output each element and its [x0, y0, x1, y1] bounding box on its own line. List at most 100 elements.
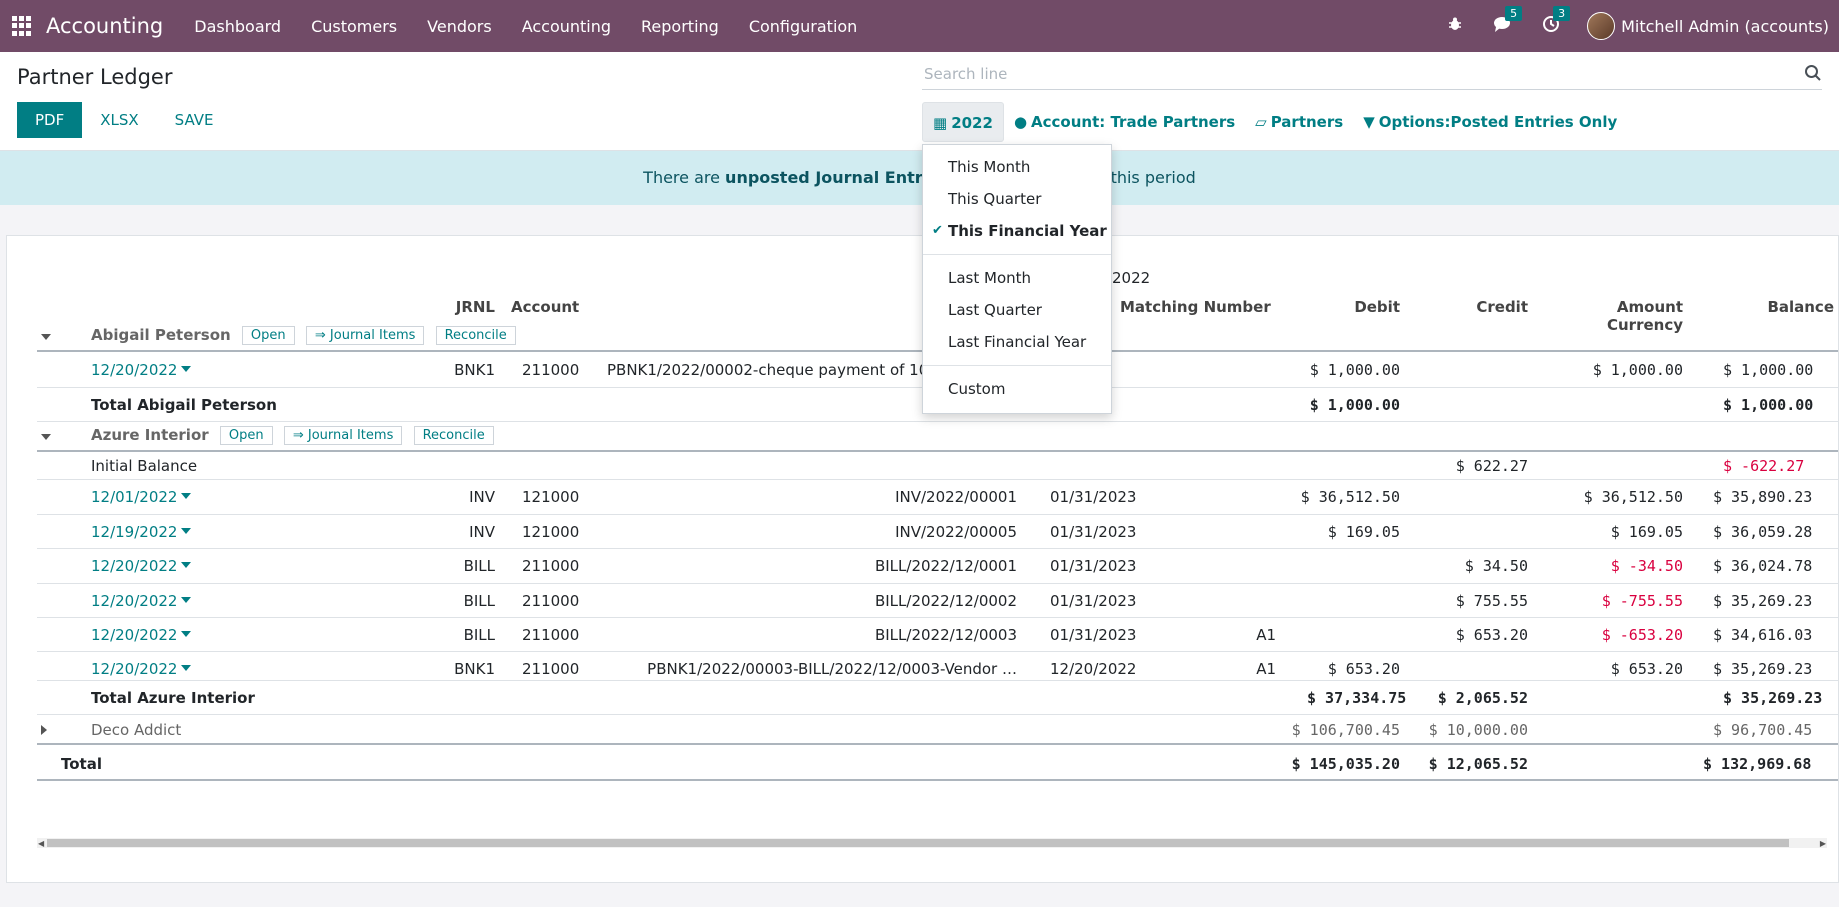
- dd-custom[interactable]: Custom: [948, 380, 1006, 398]
- partner-row-azure[interactable]: Azure Interior Open ⇒ Journal Items Reco…: [37, 422, 1838, 452]
- dd-this-month[interactable]: This Month: [948, 158, 1031, 176]
- messages-badge: 5: [1505, 5, 1523, 21]
- search-icon[interactable]: [1804, 64, 1822, 82]
- reconcile-button[interactable]: Reconcile: [413, 426, 494, 445]
- apps-grid-icon[interactable]: [12, 16, 32, 36]
- line-date[interactable]: 12/20/2022: [91, 626, 192, 644]
- table-row: 12/20/2022 BILL 211000 BILL/2022/12/0003 01/…: [37, 618, 1838, 652]
- line-date[interactable]: 12/19/2022: [91, 523, 192, 541]
- dd-this-quarter[interactable]: This Quarter: [948, 190, 1042, 208]
- date-filter-button[interactable]: ▦ 2022: [922, 102, 1004, 142]
- partner-total-row: Total Abigail Peterson $ 1,000.00 $ 1,00…: [37, 388, 1838, 422]
- dd-last-financial-year[interactable]: Last Financial Year: [948, 333, 1087, 351]
- nav-reporting[interactable]: Reporting: [641, 16, 719, 36]
- unposted-entries-link[interactable]: unposted Journal Entries: [725, 168, 949, 187]
- xlsx-button[interactable]: XLSX: [100, 111, 139, 129]
- line-date[interactable]: 12/20/2022: [91, 361, 192, 379]
- scroll-thumb[interactable]: [47, 839, 1789, 847]
- line-credit: $ 34.50: [1464, 557, 1528, 575]
- line-date[interactable]: 12/01/2022: [91, 488, 192, 506]
- line-balance: $ 34,616.03: [1713, 626, 1813, 644]
- dd-last-month[interactable]: Last Month: [948, 269, 1032, 287]
- line-account: 121000: [522, 488, 580, 506]
- partners-filter-button[interactable]: ▱ Partners: [1245, 102, 1353, 142]
- line-account: 211000: [522, 660, 580, 678]
- line-balance: $ 1,000.00: [1723, 361, 1814, 379]
- divider: [923, 254, 1111, 255]
- partner-row-deco[interactable]: Deco Addict $ 106,700.45 $ 10,000.00 $ 9…: [37, 715, 1838, 745]
- debug-bug-icon[interactable]: [1445, 16, 1465, 37]
- col-balance: Balance: [1767, 298, 1834, 316]
- save-button[interactable]: SAVE: [174, 111, 214, 129]
- line-debit: $ 1,000.00: [1309, 361, 1400, 379]
- search-input[interactable]: [922, 60, 1782, 88]
- caret-down-icon: [181, 665, 192, 671]
- user-avatar[interactable]: [1587, 12, 1616, 40]
- fold-caret-icon[interactable]: [41, 334, 51, 340]
- pdf-button[interactable]: PDF: [17, 102, 83, 138]
- nav-dashboard[interactable]: Dashboard: [194, 16, 282, 36]
- table-row: 12/20/2022 BNK1 211000 PBNK1/2022/00003-BIL…: [37, 652, 1838, 681]
- initial-balance-label: Initial Balance: [91, 457, 198, 475]
- total-balance: $ 1,000.00: [1723, 396, 1814, 414]
- line-jrnl: BILL: [463, 557, 495, 575]
- date-filter-dropdown: This Month This Quarter ✔ This Financial …: [922, 144, 1112, 414]
- line-amount-currency: $ -653.20: [1601, 626, 1683, 644]
- dd-last-quarter[interactable]: Last Quarter: [948, 301, 1042, 319]
- horizontal-scrollbar[interactable]: ◀ ▶: [37, 838, 1827, 848]
- line-date[interactable]: 12/20/2022: [91, 660, 192, 678]
- col-account: Account: [511, 298, 580, 316]
- total-label: Total Abigail Peterson: [91, 396, 277, 414]
- col-debit: Debit: [1354, 298, 1400, 316]
- fold-caret-icon[interactable]: [41, 434, 51, 440]
- col-matching: Matching Number: [1120, 298, 1271, 316]
- app-brand[interactable]: Accounting: [46, 14, 164, 38]
- line-date[interactable]: 12/20/2022: [91, 592, 192, 610]
- partner-name: Deco Addict: [91, 721, 182, 739]
- user-menu[interactable]: Mitchell Admin (accounts): [1621, 16, 1829, 36]
- line-debit: $ 169.05: [1327, 523, 1400, 541]
- deco-credit: $ 10,000.00: [1428, 721, 1528, 739]
- line-due-date: 01/31/2023: [1050, 626, 1137, 644]
- line-credit: $ 653.20: [1455, 626, 1528, 644]
- line-ref: INV/2022/00005: [895, 523, 1017, 541]
- journal-items-button[interactable]: ⇒ Journal Items: [283, 426, 403, 445]
- line-jrnl: BNK1: [454, 660, 495, 678]
- journal-items-button[interactable]: ⇒ Journal Items: [305, 326, 425, 345]
- line-account: 211000: [522, 361, 580, 379]
- account-filter-button[interactable]: ● Account: Trade Partners: [1004, 102, 1245, 142]
- nav-customers[interactable]: Customers: [311, 16, 398, 36]
- line-amount-currency: $ -34.50: [1610, 557, 1683, 575]
- period-header: 2022: [1112, 269, 1151, 287]
- expand-caret-icon[interactable]: [41, 725, 47, 735]
- line-date[interactable]: 12/20/2022: [91, 557, 192, 575]
- grand-total-row: Total $ 145,035.20 $ 12,065.52 $ 132,969…: [37, 747, 1838, 781]
- grand-total-debit: $ 145,035.20: [1291, 755, 1400, 773]
- partner-total-row: Total Azure Interior $ 37,334.75 $ 2,065…: [37, 681, 1838, 715]
- messages-chat-icon[interactable]: 5: [1493, 5, 1523, 38]
- scroll-right-icon[interactable]: ▶: [1819, 839, 1826, 848]
- options-filter-button[interactable]: ▼ Options:Posted Entries Only: [1353, 102, 1627, 142]
- grand-total-credit: $ 12,065.52: [1428, 755, 1528, 773]
- line-balance: $ 36,024.78: [1713, 557, 1813, 575]
- line-balance: $ 35,890.23: [1713, 488, 1813, 506]
- activities-clock-icon[interactable]: 3: [1541, 5, 1571, 38]
- caret-down-icon: [181, 597, 192, 603]
- line-amount-currency: $ 653.20: [1610, 660, 1683, 678]
- scroll-left-icon[interactable]: ◀: [38, 839, 45, 848]
- open-button[interactable]: Open: [219, 426, 273, 445]
- control-panel: Partner Ledger PDF XLSX SAVE ▦2022 ●Acco…: [0, 52, 1839, 151]
- line-account: 121000: [522, 523, 580, 541]
- line-balance: $ 36,059.28: [1713, 523, 1813, 541]
- partner-name: Azure Interior: [91, 426, 209, 444]
- caret-down-icon: [181, 562, 192, 568]
- dd-this-financial-year[interactable]: ✔ This Financial Year: [923, 215, 1111, 247]
- line-amount-currency: $ 169.05: [1610, 523, 1683, 541]
- col-jrnl: JRNL: [455, 298, 495, 316]
- check-icon: ✔: [932, 223, 943, 238]
- reconcile-button[interactable]: Reconcile: [435, 326, 516, 345]
- nav-vendors[interactable]: Vendors: [427, 16, 492, 36]
- nav-configuration[interactable]: Configuration: [748, 16, 858, 36]
- nav-accounting[interactable]: Accounting: [521, 16, 612, 36]
- open-button[interactable]: Open: [241, 326, 295, 345]
